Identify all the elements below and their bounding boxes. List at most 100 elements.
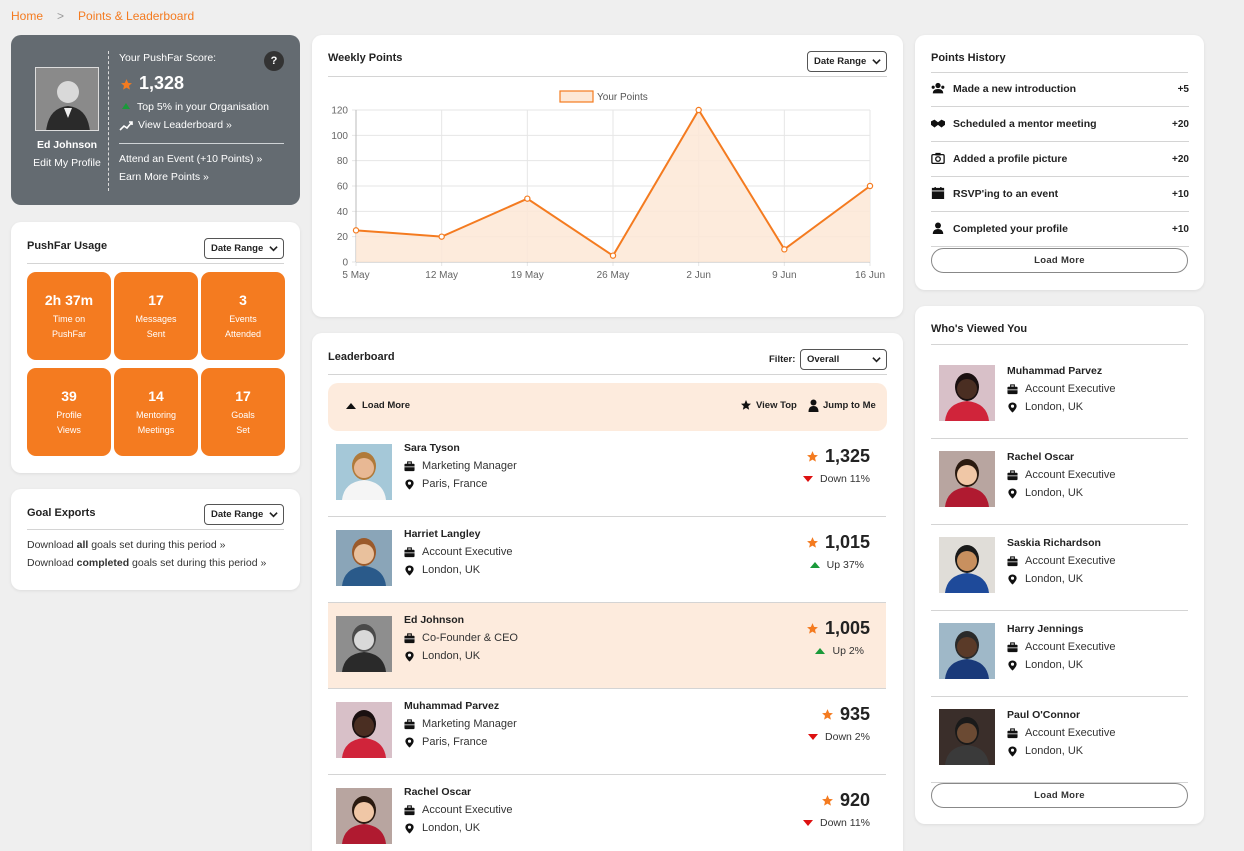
usage-tile-label: Mentoring Meetings xyxy=(114,408,198,438)
points-history-item: Completed your profile +10 xyxy=(931,212,1189,247)
usage-date-range-select[interactable]: Date Range xyxy=(204,238,284,259)
viewer-name[interactable]: Harry Jennings xyxy=(1007,623,1084,635)
leaderboard-location: London, UK xyxy=(404,822,480,834)
briefcase-icon xyxy=(1007,555,1018,567)
data-point[interactable] xyxy=(695,106,702,114)
history-load-more-button[interactable]: Load More xyxy=(931,248,1188,273)
map-pin-icon xyxy=(404,736,415,748)
divider xyxy=(328,374,887,375)
leaderboard-row[interactable]: Ed Johnson Co-Founder & CEO London, UK 1,00… xyxy=(328,603,886,689)
avatar xyxy=(336,444,392,500)
leaderboard-toolbar: Load More View Top Jump to Me xyxy=(328,383,887,431)
leaderboard-name[interactable]: Muhammad Parvez xyxy=(404,700,500,712)
viewer-name[interactable]: Muhammad Parvez xyxy=(1007,365,1103,377)
points-history-label: Scheduled a mentor meeting xyxy=(953,118,1097,130)
data-point[interactable] xyxy=(438,233,445,240)
help-icon[interactable]: ? xyxy=(264,51,284,71)
viewer-role: Account Executive xyxy=(1007,383,1116,395)
usage-tile-label-line: Attended xyxy=(224,329,262,339)
map-pin-icon xyxy=(404,564,415,576)
breadcrumb: Home > Points & Leaderboard xyxy=(11,9,194,23)
weekly-date-range-select[interactable]: Date Range xyxy=(807,51,887,72)
viewers-load-more-button[interactable]: Load More xyxy=(931,783,1188,808)
user-name: Ed Johnson xyxy=(36,139,98,151)
rank-text: Top 5% in your Organisation xyxy=(137,101,269,113)
x-tick-label: 16 Jun xyxy=(855,270,885,281)
goal-exports-date-range-select[interactable]: Date Range xyxy=(204,504,284,525)
briefcase-icon xyxy=(404,632,415,644)
weekly-points-card: Weekly Points Date Range Your Points 0 20 4… xyxy=(312,35,903,317)
leaderboard-name[interactable]: Sara Tyson xyxy=(404,442,460,454)
attend-event-link[interactable]: Attend an Event (+10 Points) » xyxy=(119,153,263,165)
leaderboard-score: 935 xyxy=(821,704,870,725)
users-icon xyxy=(931,82,945,96)
points-history-label: Completed your profile xyxy=(953,223,1068,235)
viewer-name[interactable]: Rachel Oscar xyxy=(1007,451,1075,463)
y-tick-label: 120 xyxy=(331,106,348,117)
avatar[interactable] xyxy=(939,623,995,679)
chevron-down-icon xyxy=(269,512,278,518)
leaderboard-location: Paris, France xyxy=(404,736,487,748)
jump-to-me-button[interactable]: Jump to Me xyxy=(808,399,876,412)
leaderboard-row[interactable]: Rachel Oscar Account Executive London, UK 9… xyxy=(328,775,886,851)
trend-down-icon xyxy=(803,820,813,826)
avatar[interactable] xyxy=(939,537,995,593)
score-label: Your PushFar Score: xyxy=(119,52,217,64)
avatar[interactable] xyxy=(939,709,995,765)
leaderboard-row[interactable]: Muhammad Parvez Marketing Manager Paris, F… xyxy=(328,689,886,775)
filter-select[interactable]: Overall xyxy=(800,349,887,370)
leaderboard-name[interactable]: Ed Johnson xyxy=(404,614,465,626)
data-point[interactable] xyxy=(352,227,360,234)
breadcrumb-current[interactable]: Points & Leaderboard xyxy=(78,9,195,23)
avatar[interactable] xyxy=(939,451,995,507)
download-completed-link[interactable]: Download completed goals set during this… xyxy=(27,557,266,569)
map-pin-icon xyxy=(1007,401,1018,413)
usage-tile-label-line: Mentoring xyxy=(135,410,177,420)
view-leaderboard-link[interactable]: View Leaderboard » xyxy=(138,119,232,131)
divider xyxy=(108,51,109,191)
usage-tile: 2h 37m Time on PushFar xyxy=(27,272,111,360)
points-history-points: +20 xyxy=(1172,118,1189,130)
points-history-points: +20 xyxy=(1172,153,1189,165)
viewer-location-text: London, UK xyxy=(1025,659,1084,671)
viewer-name[interactable]: Saskia Richardson xyxy=(1007,537,1101,549)
download-all-link[interactable]: Download all goals set during this perio… xyxy=(27,539,225,551)
points-history-label: RSVP'ing to an event xyxy=(953,188,1059,200)
points-history-points: +5 xyxy=(1177,83,1189,95)
link-bold-text: all xyxy=(76,539,89,551)
leaderboard-name[interactable]: Rachel Oscar xyxy=(404,786,472,798)
leaderboard-row[interactable]: Harriet Langley Account Executive London, … xyxy=(328,517,886,603)
data-point[interactable] xyxy=(524,195,531,202)
viewer-name[interactable]: Paul O'Connor xyxy=(1007,709,1081,721)
usage-tile-label: Time on PushFar xyxy=(27,312,111,342)
usage-tile-label: Events Attended xyxy=(201,312,285,342)
star-icon xyxy=(121,79,132,90)
earn-more-link[interactable]: Earn More Points » xyxy=(119,171,209,183)
chevron-down-icon xyxy=(872,59,881,65)
breadcrumb-home[interactable]: Home xyxy=(11,9,44,23)
leaderboard-location-text: Paris, France xyxy=(422,736,488,748)
link-text: goals set during this period » xyxy=(88,539,226,551)
viewer-location: London, UK xyxy=(1007,401,1083,413)
leaderboard-role: Marketing Manager xyxy=(404,718,517,730)
data-point[interactable] xyxy=(609,252,617,259)
trend-up-icon xyxy=(815,648,826,654)
usage-tile-label: Profile Views xyxy=(27,408,111,438)
points-history-title: Points History xyxy=(931,52,1006,64)
weekly-date-range-value: Date Range xyxy=(814,56,867,67)
leaderboard-row[interactable]: Sara Tyson Marketing Manager Paris, France… xyxy=(328,431,886,517)
data-point[interactable] xyxy=(866,182,874,190)
leaderboard-role: Account Executive xyxy=(404,546,513,558)
leaderboard-role: Account Executive xyxy=(404,804,513,816)
avatar[interactable] xyxy=(939,365,995,421)
viewer-location-text: London, UK xyxy=(1025,487,1084,499)
leaderboard-name[interactable]: Harriet Langley xyxy=(404,528,481,540)
leaderboard-role-text: Account Executive xyxy=(422,546,513,558)
load-more-button[interactable]: Load More xyxy=(346,400,410,411)
edit-profile-link[interactable]: Edit My Profile xyxy=(33,157,101,169)
viewer-role: Account Executive xyxy=(1007,641,1116,653)
leaderboard-delta-text: Down 11% xyxy=(820,473,870,485)
data-point[interactable] xyxy=(781,246,788,253)
view-top-button[interactable]: View Top xyxy=(740,399,797,411)
leaderboard-delta-text: Down 11% xyxy=(820,817,870,829)
